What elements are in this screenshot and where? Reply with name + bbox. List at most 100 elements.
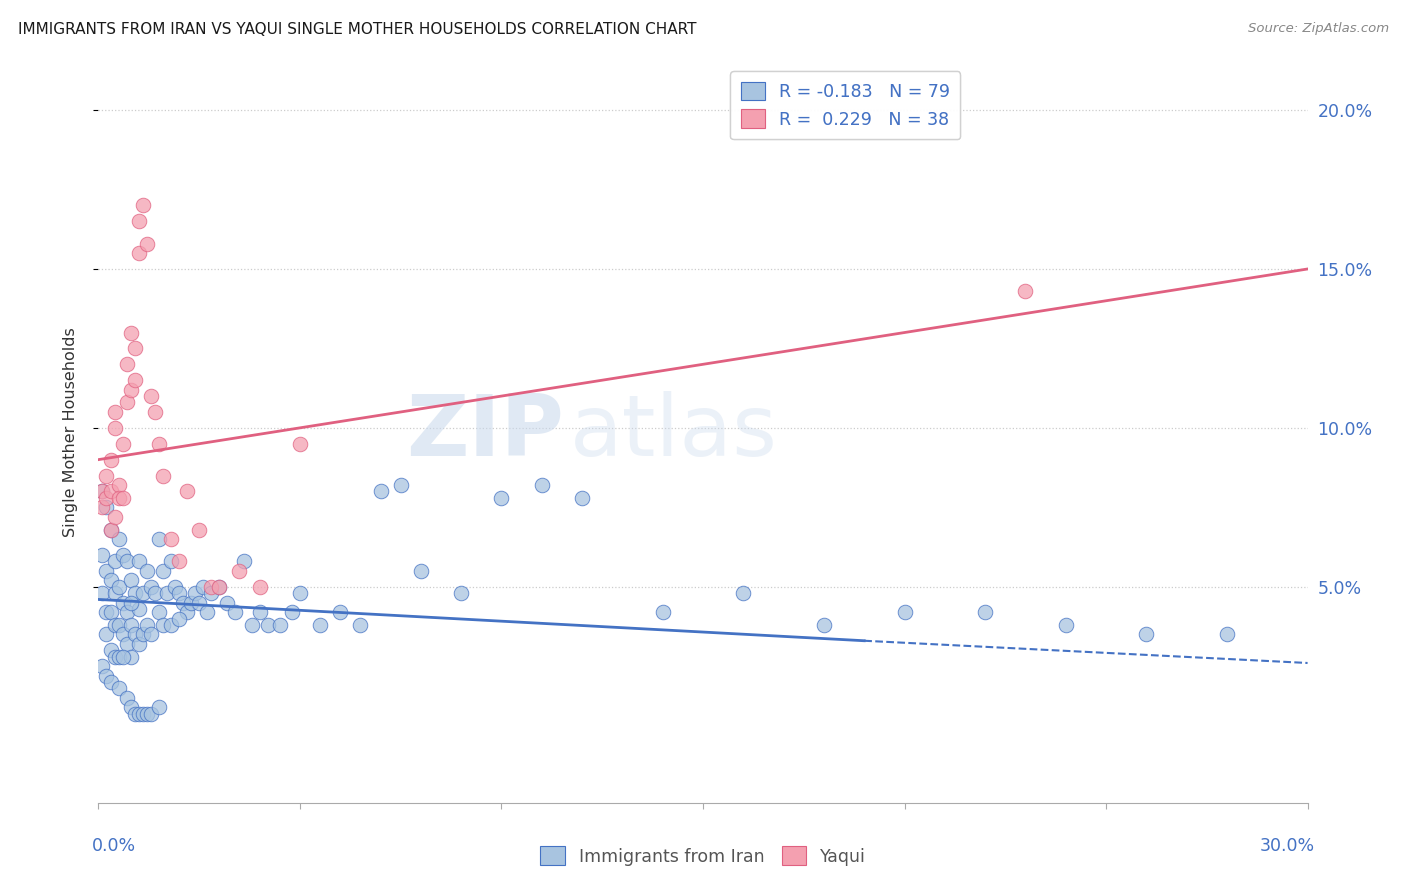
Legend: R = -0.183   N = 79, R =  0.229   N = 38: R = -0.183 N = 79, R = 0.229 N = 38	[730, 71, 960, 139]
Point	[96, 627, 118, 641]
Point	[167, 586, 190, 600]
Point	[91, 484, 114, 499]
Point	[269, 618, 291, 632]
Point	[167, 611, 190, 625]
Point	[128, 602, 150, 616]
Point	[115, 554, 138, 568]
Point	[176, 484, 198, 499]
Point	[152, 468, 174, 483]
Point	[893, 605, 915, 619]
Point	[100, 643, 122, 657]
Point	[281, 605, 304, 619]
Text: IMMIGRANTS FROM IRAN VS YAQUI SINGLE MOTHER HOUSEHOLDS CORRELATION CHART: IMMIGRANTS FROM IRAN VS YAQUI SINGLE MOT…	[18, 22, 697, 37]
Point	[120, 596, 142, 610]
Point	[491, 491, 513, 505]
Point	[450, 586, 472, 600]
Point	[91, 659, 114, 673]
Point	[370, 484, 392, 499]
Point	[409, 564, 432, 578]
Point	[91, 586, 114, 600]
Point	[1054, 618, 1077, 632]
Point	[148, 436, 170, 450]
Point	[128, 637, 150, 651]
Text: Source: ZipAtlas.com: Source: ZipAtlas.com	[1249, 22, 1389, 36]
Point	[156, 586, 179, 600]
Point	[180, 596, 202, 610]
Point	[100, 574, 122, 588]
Point	[120, 618, 142, 632]
Point	[100, 605, 122, 619]
Point	[148, 700, 170, 714]
Point	[120, 649, 142, 664]
Point	[148, 532, 170, 546]
Point	[100, 523, 122, 537]
Point	[120, 383, 142, 397]
Point	[184, 586, 207, 600]
Point	[188, 523, 211, 537]
Point	[139, 389, 162, 403]
Point	[120, 574, 142, 588]
Point	[193, 580, 215, 594]
Text: 0.0%: 0.0%	[91, 837, 135, 855]
Point	[111, 548, 134, 562]
Point	[111, 436, 134, 450]
Point	[152, 618, 174, 632]
Point	[148, 605, 170, 619]
Point	[530, 478, 553, 492]
Point	[128, 554, 150, 568]
Point	[107, 491, 129, 505]
Point	[176, 605, 198, 619]
Point	[349, 618, 371, 632]
Point	[96, 500, 118, 515]
Point	[249, 605, 271, 619]
Point	[111, 627, 134, 641]
Point	[167, 554, 190, 568]
Point	[232, 554, 254, 568]
Point	[160, 532, 183, 546]
Point	[208, 580, 231, 594]
Text: 30.0%: 30.0%	[1260, 837, 1315, 855]
Point	[1135, 627, 1157, 641]
Point	[124, 373, 146, 387]
Point	[143, 405, 166, 419]
Point	[96, 491, 118, 505]
Point	[288, 436, 311, 450]
Point	[1216, 627, 1239, 641]
Point	[974, 605, 997, 619]
Point	[228, 564, 250, 578]
Point	[115, 637, 138, 651]
Point	[160, 554, 183, 568]
Point	[288, 586, 311, 600]
Point	[135, 618, 157, 632]
Point	[107, 618, 129, 632]
Y-axis label: Single Mother Households: Single Mother Households	[63, 327, 77, 538]
Point	[208, 580, 231, 594]
Point	[152, 564, 174, 578]
Point	[733, 586, 755, 600]
Point	[96, 605, 118, 619]
Point	[128, 246, 150, 260]
Point	[115, 605, 138, 619]
Point	[172, 596, 194, 610]
Point	[115, 395, 138, 409]
Text: ZIP: ZIP	[406, 391, 564, 475]
Legend: Immigrants from Iran, Yaqui: Immigrants from Iran, Yaqui	[533, 839, 873, 872]
Point	[124, 342, 146, 356]
Point	[200, 580, 222, 594]
Point	[217, 596, 239, 610]
Point	[329, 605, 352, 619]
Point	[111, 649, 134, 664]
Point	[103, 405, 125, 419]
Point	[813, 618, 835, 632]
Point	[124, 627, 146, 641]
Point	[115, 690, 138, 705]
Point	[132, 198, 155, 212]
Point	[96, 468, 118, 483]
Point	[107, 532, 129, 546]
Point	[103, 554, 125, 568]
Point	[132, 586, 155, 600]
Point	[107, 580, 129, 594]
Point	[249, 580, 271, 594]
Point	[256, 618, 278, 632]
Point	[96, 564, 118, 578]
